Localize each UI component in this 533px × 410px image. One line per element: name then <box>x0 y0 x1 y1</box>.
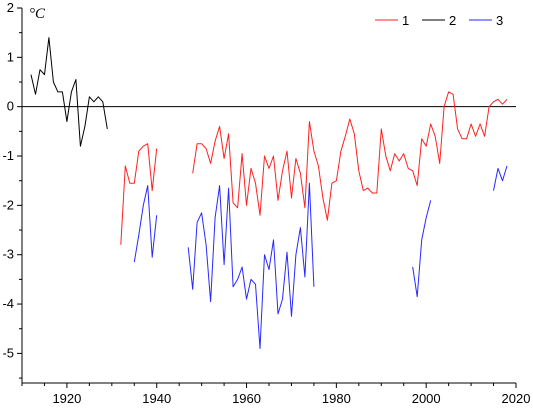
series-3 <box>133 165 508 349</box>
series-2 <box>30 37 108 147</box>
series-3-line <box>493 165 508 191</box>
series-layer <box>30 37 508 349</box>
y-tick-label: -2 <box>2 197 14 212</box>
x-tick-label: 1940 <box>142 391 171 406</box>
y-tick-label: -1 <box>2 148 14 163</box>
x-tick-label: 1980 <box>322 391 351 406</box>
x-tick-label: 2020 <box>502 391 531 406</box>
series-3-line <box>412 200 432 298</box>
legend-label-3: 3 <box>496 13 503 28</box>
legend-label-1: 1 <box>402 13 409 28</box>
unit-label: °C <box>29 6 46 22</box>
series-1-line <box>120 143 158 245</box>
y-tick-label: -4 <box>2 296 14 311</box>
legend-label-2: 2 <box>449 13 456 28</box>
series-3-line <box>133 185 158 263</box>
x-tick-label: 1920 <box>52 391 81 406</box>
y-tick-label: 2 <box>7 0 14 15</box>
y-tick-label: 0 <box>7 99 14 114</box>
series-1-line <box>192 91 508 221</box>
series-2-line <box>30 37 108 147</box>
legend: 1 2 3 <box>375 13 503 28</box>
series-1 <box>120 91 508 245</box>
y-tick-label: -3 <box>2 247 14 262</box>
y-tick-label: -5 <box>2 345 14 360</box>
x-tick-label: 1960 <box>232 391 261 406</box>
series-3-line <box>187 182 315 349</box>
x-tick-label: 2000 <box>412 391 441 406</box>
y-tick-label: 1 <box>7 49 14 64</box>
